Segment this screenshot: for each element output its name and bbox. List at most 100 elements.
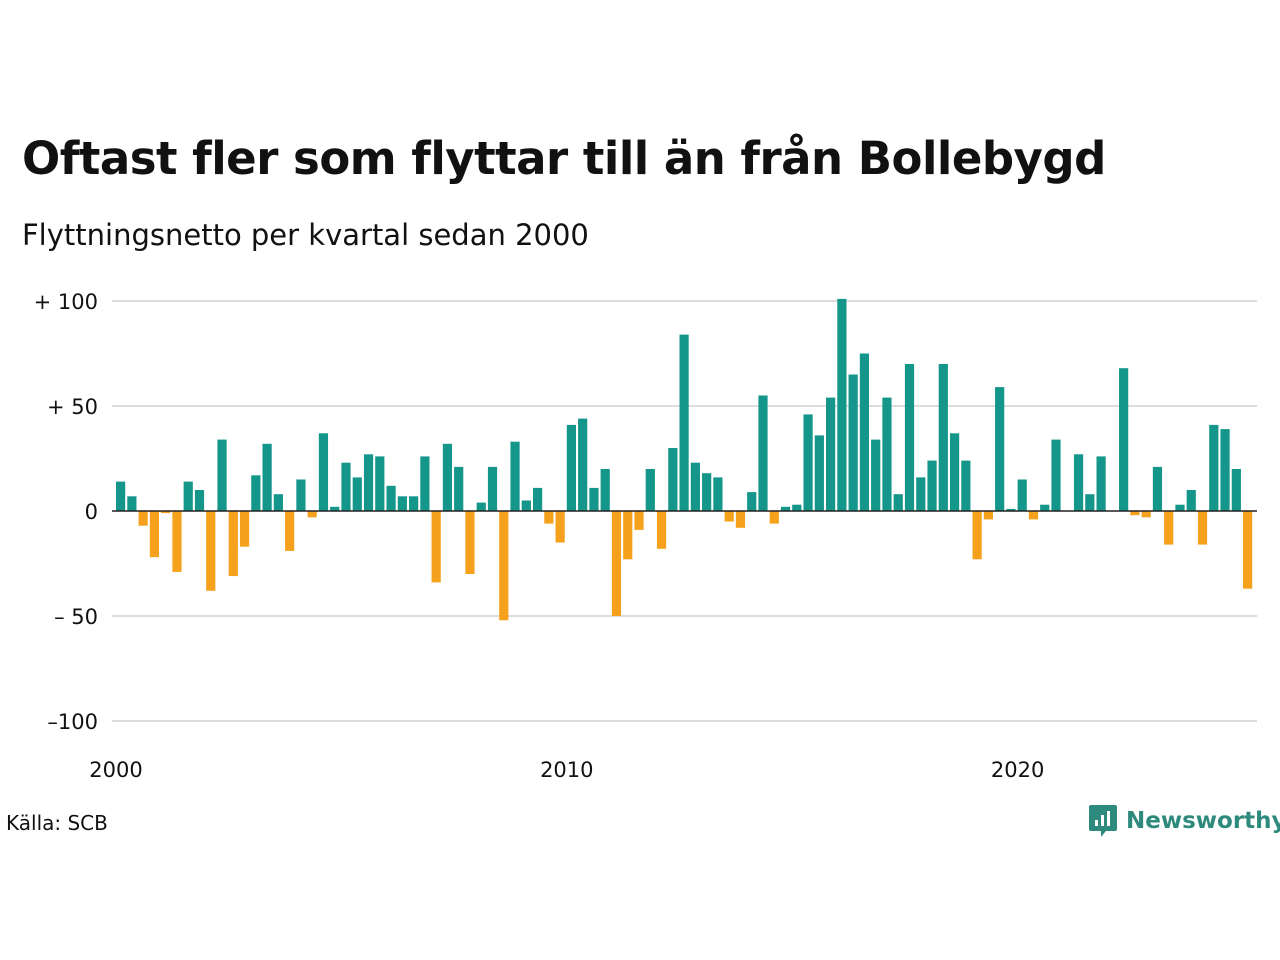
bar: [747, 492, 757, 511]
y-tick-label: + 100: [34, 290, 98, 314]
bar: [848, 374, 858, 511]
bar: [1096, 456, 1106, 511]
bar: [172, 511, 182, 572]
bar: [228, 511, 238, 577]
brand-name: Newsworthy: [1126, 808, 1280, 834]
bar: [623, 511, 633, 560]
bar: [476, 502, 486, 511]
bar: [161, 511, 171, 514]
bar: [1220, 429, 1230, 511]
bars: [116, 298, 1253, 621]
bar: [1130, 511, 1140, 516]
bar: [859, 353, 870, 511]
chart-title: Oftast fler som flyttar till än från Bol…: [22, 132, 1106, 185]
bar: [893, 494, 903, 511]
bar: [149, 511, 160, 558]
bar: [645, 469, 655, 511]
grid-lines: [112, 300, 1257, 722]
bar: [1006, 508, 1016, 511]
y-tick-label: –100: [47, 710, 98, 734]
bar: [138, 511, 148, 526]
bar: [1186, 490, 1196, 511]
bar: [183, 481, 193, 511]
bar: [375, 456, 385, 511]
bar: [961, 460, 971, 511]
bar: [904, 364, 915, 511]
bar: [882, 397, 892, 511]
bar: [1243, 511, 1253, 589]
bar: [555, 511, 565, 543]
source-note: Källa: SCB: [6, 811, 108, 835]
bar: [713, 477, 723, 511]
bar: [826, 397, 836, 511]
bar: [318, 433, 329, 511]
bar: [938, 364, 948, 511]
bar: [1175, 504, 1185, 511]
bar: [769, 511, 779, 524]
bar: [487, 466, 498, 511]
x-tick-label: 2000: [89, 758, 142, 782]
bar: [758, 395, 768, 511]
bar: [341, 462, 351, 511]
bar: [251, 475, 261, 511]
bar: [239, 511, 250, 547]
bar: [116, 481, 126, 511]
bar: [285, 511, 295, 551]
bar: [724, 511, 734, 522]
bar: [127, 496, 137, 511]
bar: [949, 433, 960, 511]
bar: [679, 334, 689, 511]
bar: [1051, 439, 1061, 511]
bar: [916, 477, 926, 511]
y-axis-labels: + 100 + 50 0 – 50 –100: [34, 290, 98, 734]
bar: [431, 511, 441, 583]
y-tick-label: – 50: [54, 605, 98, 629]
bar: [792, 504, 802, 511]
bar: [499, 511, 509, 621]
bar: [668, 448, 678, 511]
bar: [273, 494, 283, 511]
bar: [420, 456, 430, 511]
bar: [780, 506, 791, 511]
bar: [532, 487, 543, 511]
bar: [871, 439, 881, 511]
bar: [735, 511, 746, 528]
bar: [702, 473, 712, 511]
bar: [409, 496, 419, 511]
x-axis-labels: 2000 2010 2020: [89, 758, 1044, 782]
x-tick-label: 2010: [540, 758, 593, 782]
bar: [330, 506, 340, 511]
bar: [1028, 511, 1039, 520]
bar: [386, 485, 396, 511]
bar: [1085, 494, 1095, 511]
bar: [1073, 454, 1084, 511]
bar: [1017, 479, 1027, 511]
bar: [1209, 424, 1219, 511]
brand[interactable]: Newsworthy: [1088, 803, 1280, 839]
bar: [442, 443, 453, 511]
bar: [690, 462, 700, 511]
bar: [352, 477, 362, 511]
bar: [1119, 368, 1129, 511]
bar: [972, 511, 982, 560]
bar: [803, 414, 813, 511]
bar: [1197, 511, 1208, 545]
y-tick-label: 0: [85, 500, 98, 524]
bar: [521, 500, 531, 511]
bar: [837, 298, 847, 511]
bar: [634, 511, 644, 530]
bar: [454, 466, 464, 511]
x-tick-label: 2020: [991, 758, 1044, 782]
bar: [927, 460, 937, 511]
bar: [262, 443, 272, 511]
bar: [589, 487, 599, 511]
bar: [1152, 466, 1163, 511]
bar: [578, 418, 588, 511]
bar: [600, 469, 610, 511]
bar: [194, 490, 205, 511]
newsworthy-logo-icon: [1089, 805, 1117, 837]
bar: [206, 511, 216, 591]
bar: [296, 479, 306, 511]
bar: [217, 439, 227, 511]
bar: [1141, 511, 1151, 518]
